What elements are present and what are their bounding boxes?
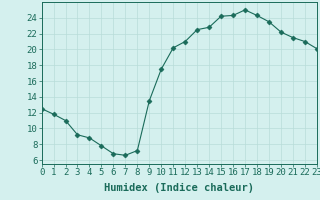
X-axis label: Humidex (Indice chaleur): Humidex (Indice chaleur) (104, 183, 254, 193)
